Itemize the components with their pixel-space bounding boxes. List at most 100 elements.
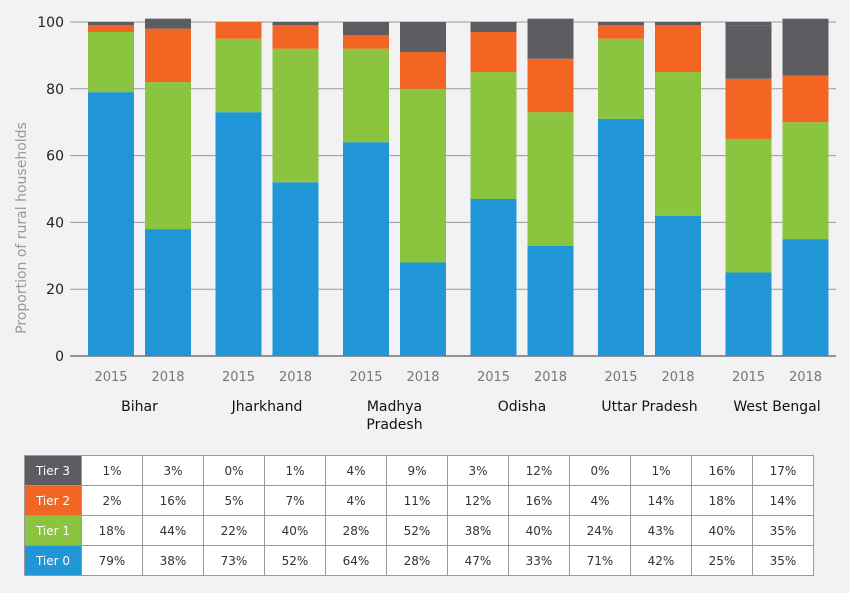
table-cell: 18% [81, 515, 143, 546]
bar-segment-tier-3 [272, 22, 319, 26]
bar-segment-tier-2 [782, 75, 829, 123]
table-cell: 12% [447, 485, 509, 516]
x-tick-label: 2018 [406, 370, 439, 385]
bar-segment-tier-1 [655, 72, 701, 216]
bar-segment-tier-0 [725, 272, 772, 356]
bar-segment-tier-3 [343, 22, 389, 36]
table-cell: 14% [630, 485, 692, 516]
table-cell: 38% [447, 515, 509, 546]
x-tick-label: 2018 [789, 370, 822, 385]
table-cell: 71% [569, 545, 631, 576]
bar-segment-tier-0 [88, 92, 134, 356]
bar-segment-tier-1 [400, 88, 446, 263]
table-cell: 16% [508, 485, 570, 516]
bar-segment-tier-0 [655, 215, 701, 356]
table-cell: 40% [691, 515, 753, 546]
bar-segment-tier-2 [272, 25, 319, 49]
bar-segment-tier-0 [527, 245, 574, 356]
table-cell: 35% [752, 515, 814, 546]
table-cell: 52% [386, 515, 448, 546]
table-cell: 79% [81, 545, 143, 576]
table-cell: 11% [386, 485, 448, 516]
state-label: Bihar [121, 399, 158, 415]
bar-segment-tier-0 [215, 112, 262, 357]
bar-segment-tier-3 [400, 22, 446, 53]
bar-segment-tier-0 [782, 239, 829, 356]
bar-segment-tier-1 [782, 122, 829, 240]
table-row-header: Tier 0 [24, 545, 82, 576]
x-axis-ticks: 2015 2018 2015 2018 2015 2018 2015 2018 2015 2018… [94, 370, 822, 385]
table-cell: 47% [447, 545, 509, 576]
table-cell: 18% [691, 485, 753, 516]
bar-segment-tier-2 [343, 35, 389, 49]
bar-segment-tier-2 [145, 28, 191, 83]
bars [88, 18, 829, 357]
x-tick-label: 2015 [349, 370, 382, 385]
y-tick-label: 60 [46, 149, 64, 165]
state-label: Jharkhand [231, 399, 303, 415]
table-cell: 17% [752, 455, 814, 486]
table-cell: 3% [447, 455, 509, 486]
bar-segment-tier-3 [527, 18, 574, 59]
x-tick-label: 2018 [534, 370, 567, 385]
bar-segment-tier-3 [782, 18, 829, 76]
bar-segment-tier-2 [527, 58, 574, 113]
table-cell: 14% [752, 485, 814, 516]
x-tick-label: 2018 [151, 370, 184, 385]
table-cell: 44% [142, 515, 204, 546]
x-tick-label: 2015 [732, 370, 765, 385]
y-tick-label: 40 [46, 215, 64, 231]
bar-segment-tier-1 [215, 38, 262, 113]
x-tick-label: 2015 [477, 370, 510, 385]
state-label: Odisha [498, 399, 547, 415]
table-row-header: Tier 1 [24, 515, 82, 546]
bar-segment-tier-0 [343, 142, 389, 356]
table-cell: 4% [569, 485, 631, 516]
table-cell: 3% [142, 455, 204, 486]
bar-segment-tier-1 [527, 112, 574, 246]
state-label: Uttar Pradesh [601, 399, 697, 415]
bar-segment-tier-2 [470, 32, 517, 73]
bar-segment-tier-2 [725, 78, 772, 139]
bar-segment-tier-3 [470, 22, 517, 33]
bar-segment-tier-0 [145, 229, 191, 356]
table-cell: 1% [630, 455, 692, 486]
table-cell: 5% [203, 485, 265, 516]
table-cell: 16% [142, 485, 204, 516]
table-cell: 4% [325, 455, 387, 486]
bar-segment-tier-2 [655, 25, 701, 73]
y-tick-label: 80 [46, 82, 64, 98]
table-cell: 28% [325, 515, 387, 546]
table-cell: 40% [508, 515, 570, 546]
grid-lines [70, 21, 836, 357]
bar-segment-tier-2 [598, 25, 644, 39]
bar-segment-tier-1 [272, 48, 319, 183]
table-cell: 22% [203, 515, 265, 546]
state-labels: Bihar Jharkhand Madhya Pradesh Odisha Uttar P… [121, 399, 821, 433]
table-cell: 16% [691, 455, 753, 486]
table-cell: 4% [325, 485, 387, 516]
bar-segment-tier-0 [400, 262, 446, 356]
table-cell: 73% [203, 545, 265, 576]
bar-segment-tier-3 [88, 22, 134, 26]
bar-segment-tier-0 [598, 118, 644, 356]
table-cell: 28% [386, 545, 448, 576]
table-cell: 25% [691, 545, 753, 576]
x-tick-label: 2018 [279, 370, 312, 385]
table-row-header: Tier 3 [24, 455, 82, 486]
bar-segment-tier-3 [598, 22, 644, 26]
table-cell: 24% [569, 515, 631, 546]
bar-segment-tier-1 [343, 48, 389, 143]
table-cell: 2% [81, 485, 143, 516]
bar-segment-tier-2 [88, 25, 134, 33]
table-row: Tier 3 1% 3% 0% 1% 4% 9% 3% 12% 0% 1% 16% 17% [24, 455, 814, 486]
table-cell: 40% [264, 515, 326, 546]
state-label: Madhya Pradesh [366, 399, 422, 433]
table-row: Tier 0 79% 38% 73% 52% 64% 28% 47% 33% 71% 42% 25% 3… [24, 545, 814, 576]
x-tick-label: 2018 [661, 370, 694, 385]
table-row-header: Tier 2 [24, 485, 82, 516]
table-cell: 1% [81, 455, 143, 486]
bar-segment-tier-1 [145, 82, 191, 230]
